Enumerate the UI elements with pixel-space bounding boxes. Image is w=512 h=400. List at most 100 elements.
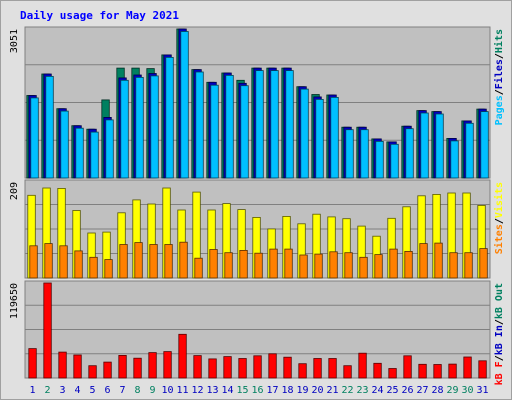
side-legend: Sites/Visits bbox=[493, 182, 505, 254]
x-tick-label: 15 bbox=[236, 385, 248, 396]
bar-pages bbox=[390, 143, 399, 179]
bar-kb-f bbox=[193, 355, 202, 379]
bar-sites bbox=[389, 248, 398, 279]
bar-sites bbox=[179, 241, 188, 279]
bar-kb-f bbox=[43, 282, 52, 379]
bar-pages bbox=[360, 129, 369, 179]
bar-kb-f bbox=[448, 363, 457, 379]
bar-kb-f bbox=[163, 351, 172, 379]
x-tick-label: 26 bbox=[401, 385, 413, 396]
y-max-label: 119650 bbox=[9, 283, 20, 319]
bar-pages bbox=[255, 70, 264, 179]
bar-sites bbox=[209, 249, 218, 279]
x-tick-label: 28 bbox=[431, 385, 443, 396]
legend-entry: / bbox=[494, 89, 505, 95]
bar-sites bbox=[479, 248, 488, 279]
x-tick-label: 2 bbox=[44, 385, 50, 396]
chart-title: Daily usage for May 2021 bbox=[20, 9, 179, 22]
bar-sites bbox=[434, 242, 443, 279]
bar-sites bbox=[134, 242, 143, 279]
x-tick-label: 29 bbox=[446, 385, 458, 396]
bar-sites bbox=[119, 244, 128, 279]
x-tick-label: 27 bbox=[416, 385, 428, 396]
x-tick-label: 25 bbox=[386, 385, 398, 396]
bar-pages bbox=[195, 71, 204, 179]
bar-pages bbox=[435, 113, 444, 179]
bar-kb-f bbox=[298, 363, 307, 379]
bar-kb-f bbox=[418, 363, 427, 379]
bar-pages bbox=[375, 140, 384, 179]
bar-kb-f bbox=[103, 361, 112, 379]
x-tick-label: 23 bbox=[356, 385, 368, 396]
bar-pages bbox=[450, 140, 459, 179]
x-tick-label: 20 bbox=[311, 385, 323, 396]
bar-kb-f bbox=[313, 358, 322, 379]
bar-kb-f bbox=[88, 365, 97, 379]
x-tick-label: 24 bbox=[371, 385, 383, 396]
bar-sites bbox=[164, 244, 173, 279]
bar-pages bbox=[225, 75, 234, 179]
bar-kb-f bbox=[343, 365, 352, 379]
x-tick-label: 6 bbox=[104, 385, 110, 396]
legend-entry: / bbox=[494, 53, 505, 59]
x-tick-label: 30 bbox=[461, 385, 473, 396]
bar-kb-f bbox=[148, 352, 157, 379]
bar-sites bbox=[404, 250, 413, 279]
bar-pages bbox=[120, 79, 129, 179]
legend-entry: / bbox=[494, 218, 505, 224]
bar-sites bbox=[464, 252, 473, 279]
bar-sites bbox=[224, 252, 233, 279]
bar-sites bbox=[299, 254, 308, 279]
bar-sites bbox=[104, 259, 113, 279]
bar-pages bbox=[150, 75, 159, 179]
bar-kb-f bbox=[478, 360, 487, 379]
bar-kb-f bbox=[253, 355, 262, 379]
bar-sites bbox=[449, 252, 458, 279]
legend-entry: Visits bbox=[493, 182, 505, 218]
bar-kb-f bbox=[268, 353, 277, 379]
bar-kb-f bbox=[133, 357, 142, 379]
bar-pages bbox=[345, 129, 354, 179]
x-tick-label: 9 bbox=[149, 385, 155, 396]
bar-sites bbox=[314, 253, 323, 279]
bar-kb-f bbox=[178, 333, 187, 379]
bar-sites bbox=[44, 243, 53, 279]
x-tick-label: 21 bbox=[326, 385, 338, 396]
legend-entry: kB F bbox=[494, 361, 505, 385]
bar-kb-f bbox=[373, 362, 382, 379]
bar-sites bbox=[344, 252, 353, 279]
bar-kb-f bbox=[463, 356, 472, 379]
x-tick-label: 16 bbox=[251, 385, 263, 396]
legend-entry: / bbox=[494, 319, 505, 325]
x-tick-label: 12 bbox=[191, 385, 203, 396]
bar-sites bbox=[374, 254, 383, 279]
side-legend: kB F/kB In/kB Out bbox=[494, 283, 505, 385]
bar-sites bbox=[269, 248, 278, 279]
bar-pages bbox=[270, 70, 279, 179]
bar-pages bbox=[285, 70, 294, 179]
bar-sites bbox=[254, 252, 263, 279]
y-max-label: 3051 bbox=[9, 29, 20, 53]
legend-entry: Sites bbox=[493, 224, 505, 254]
legend-entry: Hits bbox=[493, 29, 505, 53]
bar-kb-f bbox=[403, 355, 412, 379]
bar-pages bbox=[45, 76, 54, 179]
bar-kb-f bbox=[118, 354, 127, 379]
bar-pages bbox=[135, 77, 144, 179]
bar-sites bbox=[194, 257, 203, 279]
x-tick-label: 11 bbox=[176, 385, 188, 396]
bar-pages bbox=[90, 131, 99, 179]
bar-pages bbox=[420, 112, 429, 179]
legend-entry: kB In bbox=[494, 325, 505, 355]
legend-entry: Pages bbox=[494, 95, 505, 125]
x-tick-label: 17 bbox=[266, 385, 278, 396]
bar-kb-f bbox=[223, 356, 232, 379]
bar-pages bbox=[330, 97, 339, 179]
bar-kb-f bbox=[208, 358, 217, 379]
legend-entry: / bbox=[494, 355, 505, 361]
bar-pages bbox=[210, 84, 219, 179]
x-tick-label: 5 bbox=[89, 385, 95, 396]
bar-kb-f bbox=[433, 364, 442, 379]
x-tick-label: 1 bbox=[29, 385, 35, 396]
bar-sites bbox=[74, 250, 83, 279]
